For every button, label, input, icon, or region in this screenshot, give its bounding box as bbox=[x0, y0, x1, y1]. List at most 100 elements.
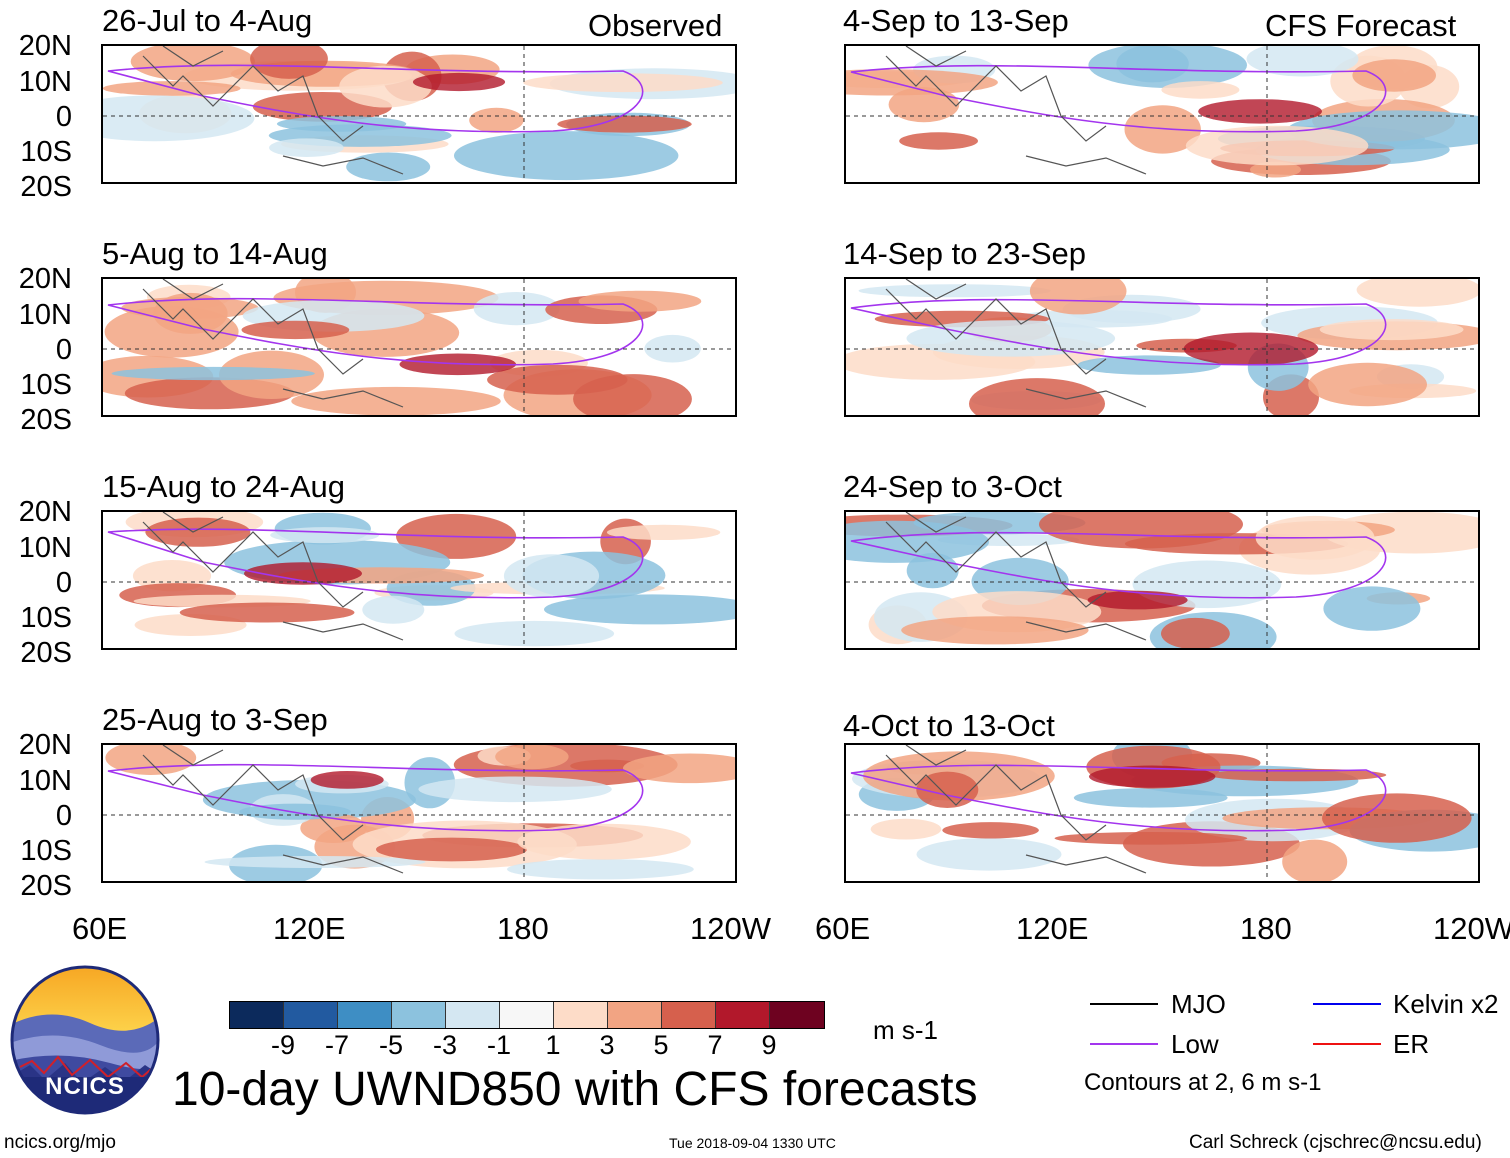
wind-anomaly-shading bbox=[899, 132, 978, 150]
footer-url[interactable]: ncics.org/mjo bbox=[4, 1132, 116, 1153]
map-field bbox=[846, 512, 1478, 648]
observed-label: Observed bbox=[588, 8, 723, 43]
forecast-label: CFS Forecast bbox=[1265, 8, 1457, 43]
map-panel-right-2 bbox=[844, 277, 1480, 417]
map-field bbox=[103, 512, 735, 648]
map-field bbox=[103, 46, 735, 182]
legend-line-mjo bbox=[1090, 1003, 1158, 1005]
wind-anomaly-shading bbox=[503, 554, 600, 598]
wind-anomaly-shading bbox=[204, 856, 426, 868]
wind-anomaly-core bbox=[1198, 99, 1322, 124]
wind-anomaly-shading bbox=[1161, 617, 1230, 648]
colorbar-tick-label: 7 bbox=[707, 1030, 723, 1060]
panel-title-left-1: 26-Jul to 4-Aug bbox=[102, 3, 313, 38]
colorbar-swatch bbox=[338, 1002, 392, 1028]
wind-anomaly-shading bbox=[858, 284, 1051, 298]
wind-anomaly-shading bbox=[1039, 512, 1243, 549]
map-field bbox=[846, 279, 1478, 415]
colorbar-tick-label: -5 bbox=[378, 1030, 403, 1060]
wind-anomaly-shading bbox=[103, 95, 255, 142]
lat-10s: 10S bbox=[20, 136, 72, 168]
wind-anomaly-shading bbox=[846, 69, 998, 96]
wind-anomaly-core bbox=[310, 771, 384, 789]
panel-title-left-2: 5-Aug to 14-Aug bbox=[102, 236, 328, 271]
low-contour bbox=[850, 764, 1387, 832]
wind-anomaly-core bbox=[1183, 332, 1319, 366]
wind-anomaly-shading bbox=[111, 366, 315, 381]
map-panel-left-3 bbox=[101, 510, 737, 650]
lat-10n: 10N bbox=[18, 532, 72, 564]
coastline bbox=[142, 279, 404, 408]
wind-anomaly-shading bbox=[1246, 46, 1359, 77]
low-contour bbox=[850, 64, 1387, 133]
colorbar-swatch bbox=[770, 1002, 824, 1028]
wind-anomaly-shading bbox=[606, 524, 721, 540]
colorbar-swatch bbox=[554, 1002, 608, 1028]
wind-anomaly-shading bbox=[276, 116, 407, 132]
legend-line-low bbox=[1090, 1043, 1158, 1045]
main-title: 10-day UWND850 with CFS forecasts bbox=[172, 1063, 978, 1116]
lon-180-left: 180 bbox=[497, 911, 549, 946]
colorbar-swatch bbox=[716, 1002, 770, 1028]
lat-20s: 20S bbox=[20, 404, 72, 436]
panel-title-right-4: 4-Oct to 13-Oct bbox=[843, 708, 1055, 743]
lon-120w-right: 120W bbox=[1433, 911, 1510, 946]
colorbar-swatch bbox=[446, 1002, 500, 1028]
wind-anomaly-shading bbox=[1322, 793, 1472, 843]
wind-anomaly-shading bbox=[1282, 839, 1348, 881]
legend-label-er: ER bbox=[1393, 1029, 1430, 1059]
wind-anomaly-shading bbox=[270, 527, 380, 544]
colorbar-swatch bbox=[608, 1002, 662, 1028]
wind-anomaly-shading bbox=[291, 386, 501, 415]
wind-anomaly-shading bbox=[1185, 125, 1369, 166]
wind-anomaly-shading bbox=[241, 320, 350, 340]
lat-10n: 10N bbox=[18, 299, 72, 331]
wind-anomaly-shading bbox=[870, 818, 942, 840]
wind-anomaly-shading bbox=[469, 107, 524, 133]
coastline bbox=[142, 512, 404, 641]
wind-anomaly-shading bbox=[916, 838, 1062, 871]
ncics-logo: NCICS bbox=[10, 965, 160, 1115]
wind-anomaly-shading bbox=[418, 776, 612, 803]
colorbar-swatch bbox=[662, 1002, 716, 1028]
lat-10s: 10S bbox=[20, 835, 72, 867]
wind-anomaly-shading bbox=[1029, 279, 1127, 315]
colorbar-tick-label: 3 bbox=[599, 1030, 615, 1060]
panel-title-left-4: 25-Aug to 3-Sep bbox=[102, 702, 328, 737]
wind-anomaly-shading bbox=[346, 152, 431, 182]
map-panel-right-4 bbox=[844, 743, 1480, 883]
wind-anomaly-shading bbox=[557, 115, 692, 133]
map-panel-left-4 bbox=[101, 743, 737, 883]
colorbar-tick-label: 1 bbox=[545, 1030, 561, 1060]
legend-label-low: Low bbox=[1171, 1029, 1219, 1059]
wind-anomaly-shading bbox=[362, 595, 425, 624]
legend-line-kelvin bbox=[1313, 1003, 1381, 1005]
low-contour bbox=[850, 531, 1387, 599]
wind-anomaly-shading bbox=[1116, 46, 1189, 83]
legend-label-kelvin: Kelvin x2 bbox=[1393, 989, 1499, 1019]
low-contour bbox=[107, 763, 644, 832]
wind-anomaly-shading bbox=[523, 73, 723, 93]
panel-title-left-3: 15-Aug to 24-Aug bbox=[102, 469, 346, 504]
coastline bbox=[885, 512, 1147, 641]
wind-anomaly-shading bbox=[578, 290, 702, 312]
panel-title-right-1: 4-Sep to 13-Sep bbox=[843, 3, 1069, 38]
lat-10n: 10N bbox=[18, 765, 72, 797]
low-contour bbox=[107, 64, 644, 133]
map-field bbox=[103, 279, 735, 415]
lat-20n: 20N bbox=[18, 30, 72, 62]
legend-line-er bbox=[1313, 1043, 1381, 1045]
map-panel-left-2 bbox=[101, 277, 737, 417]
wind-anomaly-shading bbox=[1308, 362, 1427, 407]
wind-anomaly-shading bbox=[179, 602, 355, 623]
lat-0: 0 bbox=[55, 334, 72, 366]
wind-anomaly-shading bbox=[1356, 279, 1478, 307]
lon-180-right: 180 bbox=[1240, 911, 1292, 946]
lon-120e-left: 120E bbox=[273, 911, 346, 946]
map-field bbox=[846, 46, 1478, 182]
coastline bbox=[885, 745, 1147, 874]
colorbar-swatch bbox=[392, 1002, 446, 1028]
panel-title-right-3: 24-Sep to 3-Oct bbox=[843, 469, 1062, 504]
wind-anomaly-shading bbox=[942, 822, 1039, 839]
map-field bbox=[103, 745, 735, 881]
